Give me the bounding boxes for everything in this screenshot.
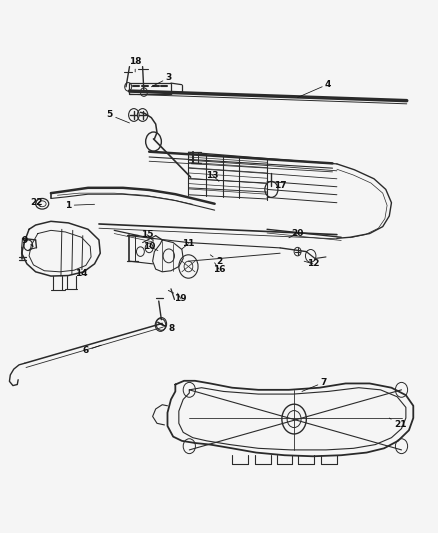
Text: 14: 14: [75, 269, 88, 278]
Text: 2: 2: [210, 255, 222, 265]
Text: 3: 3: [151, 73, 172, 87]
Text: 9: 9: [21, 237, 33, 246]
Text: 11: 11: [182, 239, 194, 249]
Text: 16: 16: [213, 263, 225, 273]
Text: 15: 15: [141, 230, 153, 241]
Text: 21: 21: [389, 418, 406, 430]
Text: 20: 20: [289, 229, 304, 238]
Text: 6: 6: [83, 345, 101, 355]
Text: 13: 13: [206, 171, 219, 181]
Text: 7: 7: [302, 378, 327, 391]
Text: 12: 12: [304, 260, 319, 268]
Text: 10: 10: [143, 242, 158, 251]
Text: 8: 8: [160, 324, 175, 333]
Text: 18: 18: [129, 58, 141, 72]
Text: 19: 19: [174, 293, 187, 303]
Text: 1: 1: [65, 201, 95, 210]
Text: 22: 22: [30, 198, 43, 207]
Text: 5: 5: [107, 110, 130, 123]
Text: 17: 17: [271, 181, 286, 190]
Text: 4: 4: [297, 79, 331, 98]
